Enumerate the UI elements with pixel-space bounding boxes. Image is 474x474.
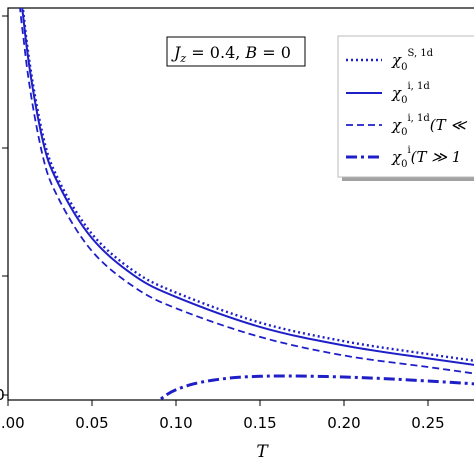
- x-tick-label: 0.05: [75, 414, 108, 432]
- y-ticks: 0: [0, 15, 8, 404]
- legend-label-chi-i-low-t: χ0i, 1d(T ≪: [391, 113, 467, 138]
- x-axis-title: T: [256, 442, 269, 462]
- annotation-box: [166, 36, 306, 67]
- series-line-dashdot: [157, 374, 474, 400]
- legend-box: [337, 35, 474, 178]
- x-tick-label: 0.15: [243, 414, 276, 432]
- x-tick-label: 0.20: [327, 414, 360, 432]
- y-tick-label: 0: [0, 386, 5, 404]
- series-line-solid: [21, 8, 474, 366]
- legend: χ0S, 1d χ0i, 1d χ0i, 1d(T ≪ χ0i(T ≫ 1: [337, 35, 474, 181]
- legend-label-chi-s: χ0S, 1d: [391, 48, 434, 73]
- jz-symbol: J: [171, 43, 182, 62]
- x-tick-label: 0.25: [411, 414, 444, 432]
- plot-frame: [7, 7, 474, 401]
- x-ticks: 0.00 0.05 0.10 0.15 0.20 0.25: [0, 400, 445, 432]
- b-symbol: B: [244, 43, 257, 62]
- jz-subscript: z: [179, 52, 186, 65]
- b-value: = 0: [257, 43, 291, 62]
- legend-label-chi-i: χ0i, 1d: [391, 81, 430, 106]
- jz-value: = 0.4,: [186, 43, 245, 62]
- parameter-annotation: Jz = 0.4, B = 0: [166, 36, 306, 67]
- legend-label-chi-high-t: χ0i(T ≫ 1: [391, 145, 461, 170]
- series-line-dotted: [21, 8, 474, 362]
- series-layer: [19, 8, 474, 400]
- x-tick-label: 0.10: [159, 414, 192, 432]
- x-tick-label: 0.00: [0, 414, 25, 432]
- annotation-text: Jz = 0.4, B = 0: [171, 43, 291, 65]
